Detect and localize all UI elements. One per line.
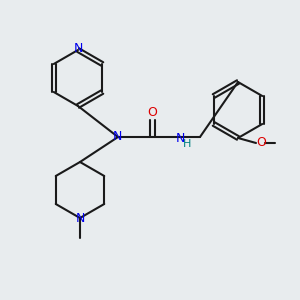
Text: O: O <box>147 106 157 119</box>
Text: H: H <box>183 139 191 149</box>
Text: O: O <box>256 136 266 149</box>
Text: N: N <box>73 43 83 56</box>
Text: N: N <box>112 130 122 143</box>
Text: N: N <box>75 212 85 226</box>
Text: N: N <box>175 133 185 146</box>
